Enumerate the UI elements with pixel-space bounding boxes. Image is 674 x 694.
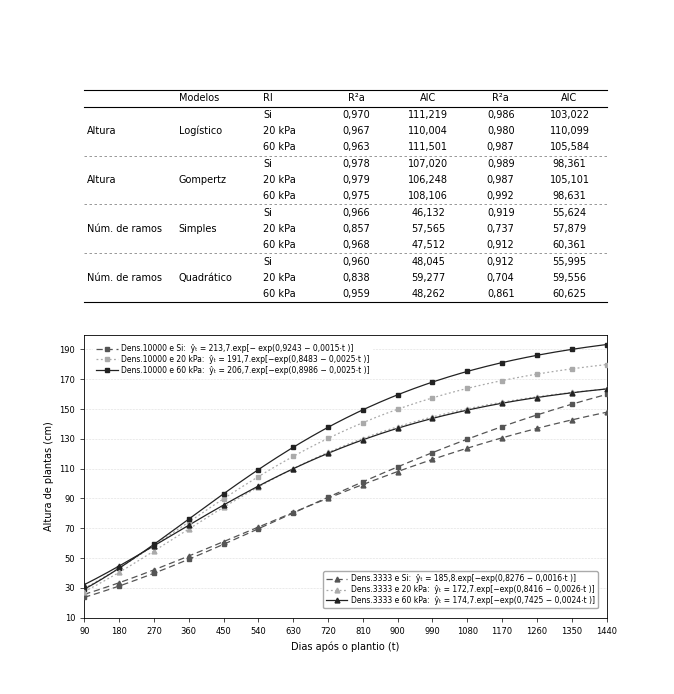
- Text: 105,584: 105,584: [549, 142, 590, 153]
- Text: 0,978: 0,978: [342, 159, 370, 169]
- Text: AIC: AIC: [421, 94, 437, 103]
- Text: Quadrático: Quadrático: [179, 273, 233, 283]
- Text: 60,625: 60,625: [553, 289, 586, 299]
- Text: 0,992: 0,992: [487, 192, 514, 201]
- Text: 103,022: 103,022: [549, 110, 590, 119]
- Text: 57,879: 57,879: [553, 224, 586, 234]
- Text: 59,277: 59,277: [411, 273, 446, 283]
- Text: R²a: R²a: [492, 94, 509, 103]
- Text: Si: Si: [264, 257, 272, 266]
- Text: 0,838: 0,838: [342, 273, 370, 283]
- Text: RI: RI: [264, 94, 273, 103]
- Text: 0,967: 0,967: [342, 126, 370, 136]
- Text: Si: Si: [264, 159, 272, 169]
- Text: 47,512: 47,512: [411, 240, 446, 251]
- X-axis label: Dias após o plantio (t): Dias após o plantio (t): [291, 641, 400, 652]
- Text: 0,989: 0,989: [487, 159, 514, 169]
- Text: 0,912: 0,912: [487, 257, 514, 266]
- Text: 60,361: 60,361: [553, 240, 586, 251]
- Text: 98,631: 98,631: [553, 192, 586, 201]
- Y-axis label: Altura de plantas (cm): Altura de plantas (cm): [44, 421, 54, 531]
- Text: 46,132: 46,132: [411, 208, 446, 218]
- Text: 0,857: 0,857: [342, 224, 370, 234]
- Text: 105,101: 105,101: [549, 175, 590, 185]
- Text: Gompertz: Gompertz: [179, 175, 226, 185]
- Text: 57,565: 57,565: [411, 224, 446, 234]
- Text: Modelos: Modelos: [179, 94, 219, 103]
- Text: 0,919: 0,919: [487, 208, 514, 218]
- Text: 0,970: 0,970: [342, 110, 370, 119]
- Text: 0,704: 0,704: [487, 273, 514, 283]
- Text: 0,975: 0,975: [342, 192, 370, 201]
- Text: 55,624: 55,624: [553, 208, 586, 218]
- Text: 60 kPa: 60 kPa: [264, 192, 296, 201]
- Text: AIC: AIC: [561, 94, 578, 103]
- Text: 0,980: 0,980: [487, 126, 514, 136]
- Text: 48,045: 48,045: [411, 257, 446, 266]
- Text: 20 kPa: 20 kPa: [264, 175, 296, 185]
- Text: 0,979: 0,979: [342, 175, 370, 185]
- Text: 111,219: 111,219: [408, 110, 448, 119]
- Text: 60 kPa: 60 kPa: [264, 142, 296, 153]
- Text: 0,959: 0,959: [342, 289, 370, 299]
- Legend: Dens.3333 e Si:  ŷₜ = 185,8.exp[−exp(0,8276 − 0,0016⋅t )], Dens.3333 e 20 kPa:  : Dens.3333 e Si: ŷₜ = 185,8.exp[−exp(0,82…: [323, 571, 598, 608]
- Text: Núm. de ramos: Núm. de ramos: [87, 224, 162, 234]
- Text: 48,262: 48,262: [411, 289, 446, 299]
- Text: 111,501: 111,501: [408, 142, 448, 153]
- Text: 110,099: 110,099: [549, 126, 590, 136]
- Text: 0,960: 0,960: [342, 257, 370, 266]
- Text: 60 kPa: 60 kPa: [264, 289, 296, 299]
- Text: 0,986: 0,986: [487, 110, 514, 119]
- Text: 0,737: 0,737: [487, 224, 515, 234]
- Text: 0,963: 0,963: [342, 142, 370, 153]
- Text: 0,912: 0,912: [487, 240, 514, 251]
- Text: 20 kPa: 20 kPa: [264, 224, 296, 234]
- Text: 98,361: 98,361: [553, 159, 586, 169]
- Text: 55,995: 55,995: [553, 257, 586, 266]
- Text: Núm. de ramos: Núm. de ramos: [87, 273, 162, 283]
- Text: Si: Si: [264, 208, 272, 218]
- Text: 0,987: 0,987: [487, 142, 514, 153]
- Text: Simples: Simples: [179, 224, 217, 234]
- Text: 0,987: 0,987: [487, 175, 514, 185]
- Text: 107,020: 107,020: [408, 159, 448, 169]
- Text: 60 kPa: 60 kPa: [264, 240, 296, 251]
- Text: Altura: Altura: [87, 126, 117, 136]
- Text: Altura: Altura: [87, 175, 117, 185]
- Text: 20 kPa: 20 kPa: [264, 273, 296, 283]
- Text: 106,248: 106,248: [408, 175, 448, 185]
- Text: R²a: R²a: [348, 94, 365, 103]
- Text: 59,556: 59,556: [553, 273, 586, 283]
- Text: 108,106: 108,106: [408, 192, 448, 201]
- Text: 110,004: 110,004: [408, 126, 448, 136]
- Text: 20 kPa: 20 kPa: [264, 126, 296, 136]
- Text: 0,968: 0,968: [342, 240, 370, 251]
- Text: Si: Si: [264, 110, 272, 119]
- Text: 0,861: 0,861: [487, 289, 514, 299]
- Text: Logístico: Logístico: [179, 126, 222, 136]
- Text: 0,966: 0,966: [342, 208, 370, 218]
